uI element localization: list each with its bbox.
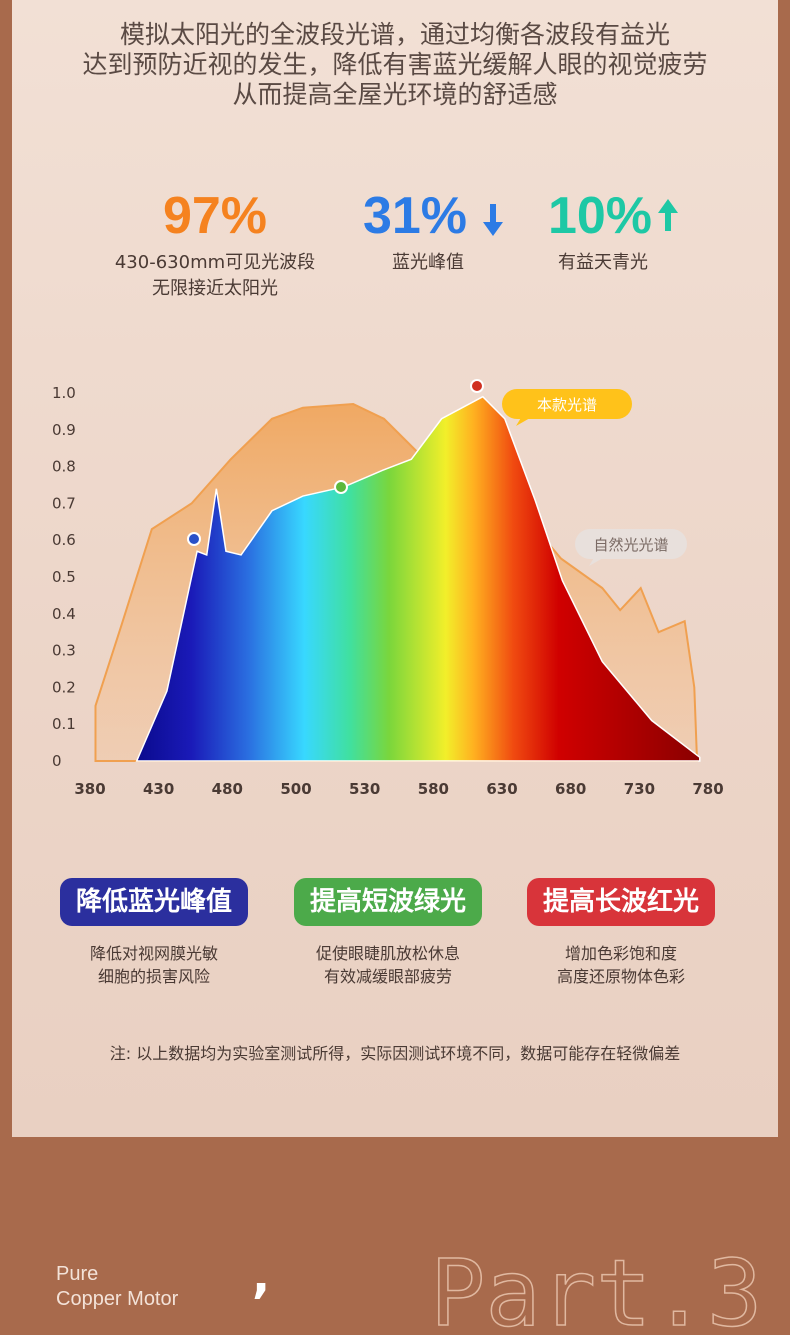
up-arrow [658, 199, 678, 231]
x-tick-label: 500 [280, 780, 311, 798]
legend-bubble [575, 529, 687, 559]
footer-line: Copper Motor [56, 1288, 179, 1310]
footer-text: Pure Copper Motor [56, 1262, 178, 1312]
y-tick-label: 0.6 [52, 531, 76, 549]
x-tick-label: 730 [624, 780, 655, 798]
y-tick-label: 0.7 [52, 494, 76, 512]
legend-bubble [502, 389, 632, 419]
stat-value: 97% [162, 187, 268, 245]
intro-line: 达到预防近视的发生，降低有害蓝光缓解人眼的视觉疲劳 [82, 50, 708, 79]
part-label: Part.3 [429, 1245, 763, 1335]
y-tick-label: 0.4 [52, 605, 76, 623]
y-tick-label: 0.9 [52, 421, 76, 439]
y-tick-label: 1.0 [52, 384, 76, 402]
feature-line: 促使眼睫肌放松休息 [315, 944, 460, 963]
y-tick-label: 0.1 [52, 715, 76, 733]
feature-line: 高度还原物体色彩 [556, 967, 685, 986]
stat-label-line: 无限接近太阳光 [152, 278, 278, 299]
stat-value: 10% [547, 187, 653, 245]
y-tick-label: 0 [52, 752, 62, 770]
x-tick-label: 380 [74, 780, 105, 798]
legend-label: 本款光谱 [537, 396, 597, 414]
stat-label: 蓝光峰值 [392, 252, 464, 273]
part-text: Part.3 [430, 1245, 762, 1335]
legend-tail [589, 556, 603, 566]
note: 注: 以上数据均为实验室测试所得，实际因测试环境不同，数据可能存在轻微偏差 [109, 1044, 681, 1063]
feature-line: 有效减缓眼部疲劳 [323, 967, 452, 986]
x-tick-label: 630 [486, 780, 517, 798]
feature-text: 降低对视网膜光敏 细胞的损害风险 [34, 942, 274, 988]
feature-badge: 提高短波绿光 [294, 878, 482, 926]
y-tick-label: 0.5 [52, 568, 76, 586]
highlight-dot [187, 532, 201, 546]
feature-badge: 降低蓝光峰值 [60, 878, 248, 926]
highlight-dot [334, 480, 348, 494]
footer-mark: , [252, 1248, 271, 1304]
legend-label: 自然光光谱 [593, 536, 668, 554]
x-tick-label: 580 [418, 780, 449, 798]
y-tick-label: 0.2 [52, 678, 76, 696]
x-tick-label: 530 [349, 780, 380, 798]
intro-line: 模拟太阳光的全波段光谱，通过均衡各波段有益光 [119, 20, 670, 49]
area [135, 395, 701, 762]
feature-text: 增加色彩饱和度 高度还原物体色彩 [501, 942, 741, 988]
y-tick-label: 0.3 [52, 642, 76, 660]
intro: 模拟太阳光的全波段光谱，通过均衡各波段有益光 达到预防近视的发生，降低有害蓝光缓解… [0, 20, 790, 110]
stat-label: 430-630mm可见光波段 无限接近太阳光 [95, 250, 335, 302]
footer-line: Pure [56, 1263, 99, 1285]
chart: 0 0.1 0.2 0.3 0.4 0.5 0.6 0.7 0.8 0.9 1.0 380 430 480… [52, 379, 724, 798]
x-tick-label: 780 [692, 780, 723, 798]
down-arrow [483, 204, 503, 236]
stat-label: 有益天青光 [558, 252, 648, 273]
feature-line: 降低对视网膜光敏 [89, 944, 218, 963]
feature-text: 促使眼睫肌放松休息 有效减缓眼部疲劳 [268, 942, 508, 988]
stat-value: 31% [362, 187, 468, 245]
x-tick-label: 430 [143, 780, 174, 798]
y-tick-label: 0.8 [52, 458, 76, 476]
legend-tail [516, 416, 530, 426]
feature-line: 细胞的损害风险 [97, 967, 210, 986]
feature-badge: 提高长波红光 [527, 878, 715, 926]
x-tick-label: 480 [212, 780, 243, 798]
feature-line: 增加色彩饱和度 [564, 944, 677, 963]
x-tick-label: 680 [555, 780, 586, 798]
stat-label-line: 430-630mm可见光波段 [114, 252, 316, 273]
highlight-dot [470, 379, 484, 393]
intro-line: 从而提高全屋光环境的舒适感 [232, 80, 558, 109]
